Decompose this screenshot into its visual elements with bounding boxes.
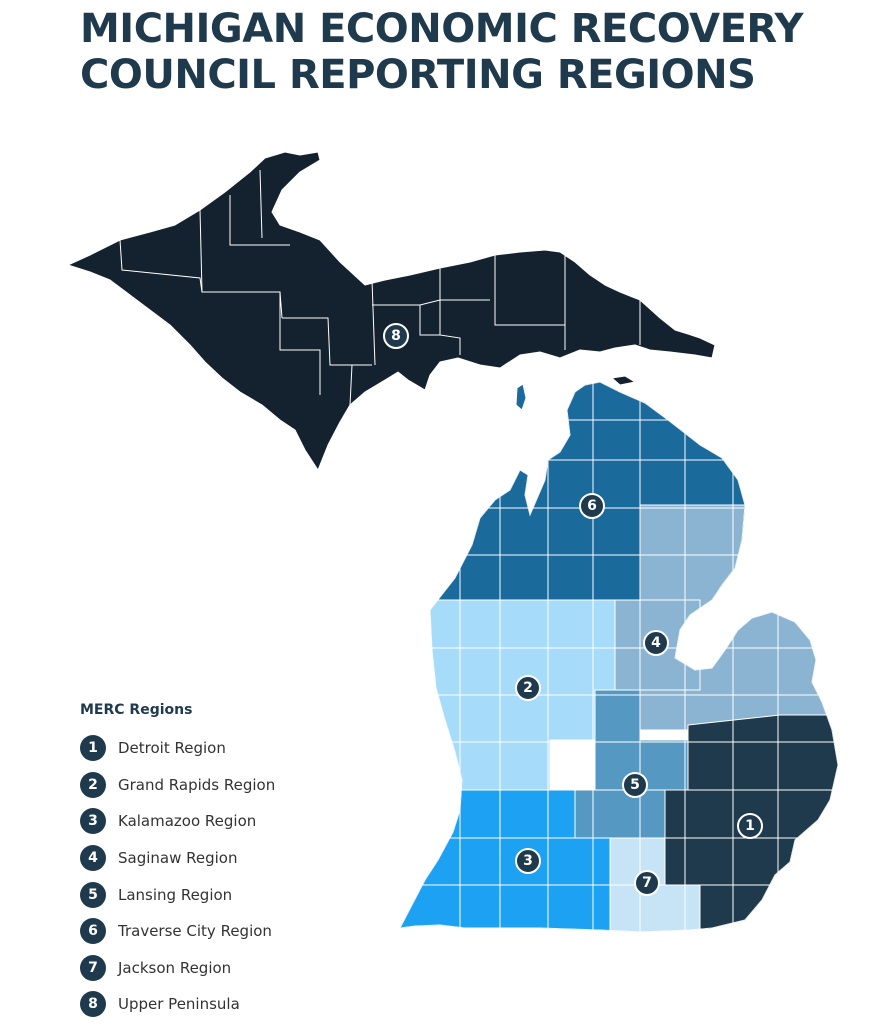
legend-item-label: Upper Peninsula [118,995,240,1014]
legend-item-traverse-city: 6 Traverse City Region [80,913,275,950]
svg-text:1: 1 [745,818,755,834]
legend-list: 1 Detroit Region 2 Grand Rapids Region 3… [80,730,275,1023]
svg-text:2: 2 [523,680,533,696]
marker-region-2: 2 [515,675,541,701]
legend: MERC Regions 1 Detroit Region 2 Grand Ra… [80,702,275,1023]
region-3-kalamazoo [400,789,611,932]
svg-text:4: 4 [651,635,661,651]
marker-region-1: 1 [737,813,763,839]
legend-item-kalamazoo: 3 Kalamazoo Region [80,803,275,840]
marker-region-4: 4 [643,630,669,656]
svg-text:3: 3 [523,853,533,869]
legend-item-jackson: 7 Jackson Region [80,950,275,987]
legend-item-label: Grand Rapids Region [118,775,276,794]
page-title: MICHIGAN ECONOMIC RECOVERY COUNCIL REPOR… [80,6,804,98]
legend-item-grand-rapids: 2 Grand Rapids Region [80,767,275,804]
legend-number-badge: 8 [80,991,106,1018]
legend-number-badge: 2 [80,771,106,798]
legend-number-badge: 7 [80,954,106,981]
legend-item-saginaw: 4 Saginaw Region [80,840,275,877]
island-beaver [515,383,527,411]
legend-item-label: Kalamazoo Region [118,812,257,831]
legend-item-label: Saginaw Region [118,849,238,868]
title-line-2: COUNCIL REPORTING REGIONS [80,52,756,98]
legend-item-upper-peninsula: 8 Upper Peninsula [80,986,275,1023]
title-line-1: MICHIGAN ECONOMIC RECOVERY [80,6,804,52]
legend-item-detroit: 1 Detroit Region [80,730,275,767]
marker-region-6: 6 [579,493,605,519]
legend-item-label: Lansing Region [118,885,233,904]
marker-region-7: 7 [634,870,660,896]
svg-text:5: 5 [630,777,640,793]
region-8-upper-peninsula [67,151,716,471]
upper-peninsula-county-lines [119,169,641,406]
svg-text:8: 8 [391,328,401,344]
marker-region-8: 8 [383,323,409,349]
legend-number-badge: 4 [80,845,106,872]
legend-number-badge: 3 [80,808,106,835]
legend-heading: MERC Regions [80,702,193,718]
legend-item-label: Detroit Region [118,739,226,758]
region-4-saginaw [614,504,838,746]
marker-region-5: 5 [622,772,648,798]
svg-text:6: 6 [587,498,597,514]
legend-item-lansing: 5 Lansing Region [80,876,275,913]
marker-region-3: 3 [515,848,541,874]
legend-item-label: Traverse City Region [118,922,272,941]
legend-item-label: Jackson Region [118,958,232,977]
legend-number-badge: 1 [80,735,106,762]
island-mackinac [611,375,636,386]
region-markers: 8 6 2 4 5 3 7 1 [383,323,763,896]
region-6-traverse-city [400,382,838,601]
legend-number-badge: 5 [80,881,106,908]
svg-text:7: 7 [642,875,652,891]
legend-number-badge: 6 [80,918,106,945]
